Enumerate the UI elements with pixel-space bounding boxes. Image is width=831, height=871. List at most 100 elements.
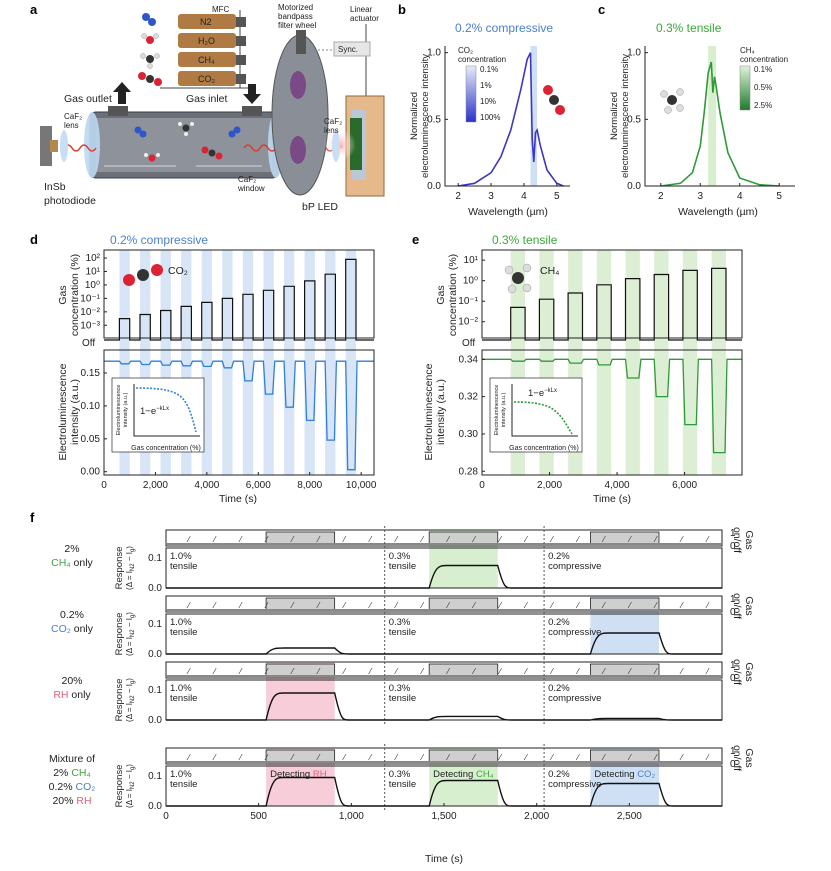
svg-text:window: window	[237, 184, 265, 193]
beam-left	[63, 144, 97, 152]
panel-f-gas-axis-label: Gas	[743, 662, 755, 681]
e-xtick-label: 2,000	[537, 480, 562, 491]
panel-f-gas-frame	[165, 747, 723, 765]
panel-d-ticks: 0 2,000 4,000 6,000 8,000 10,000 10² 10¹ 10⁰ 10⁻¹…	[80, 253, 377, 491]
ch4-molecule-icon	[504, 263, 532, 294]
n2-molecule-icon: ⁄	[524, 667, 529, 676]
panel-f-strain-label: tensile	[389, 693, 416, 704]
d-pulse-band	[325, 250, 336, 475]
d-pulse-band	[140, 250, 151, 475]
n2-molecule-icon: ⁄	[290, 667, 295, 676]
n2-molecule-icon: ⁄	[524, 601, 529, 610]
n2-molecule-icon: ⁄	[420, 753, 425, 762]
panel-d-inset	[111, 377, 205, 453]
n2-molecule-icon: ⁄	[575, 753, 580, 762]
n2-molecule-icon: ⁄	[679, 535, 684, 544]
n2-molecule-icon: ⁄	[705, 753, 710, 762]
panel-d-xlabel: Time (s)	[219, 493, 257, 505]
n2-molecule-icon: ⁄	[394, 667, 399, 676]
b-xtick-label: 2	[455, 191, 461, 202]
gas-ch4: CH₄	[198, 55, 215, 65]
panel-label-b: b	[398, 2, 406, 17]
n2-molecule-icon: ⁄	[653, 535, 658, 544]
n2-molecule-icon: ⁄	[549, 601, 554, 610]
panel-f-ylabel: Response	[114, 547, 125, 590]
n2-molecule-icon: ⁄	[316, 601, 321, 610]
panel-a: a MFC N2 H₂O CH₄ CO₂ Gas outlet	[30, 2, 385, 213]
n2-molecule-icon: ⁄	[472, 667, 477, 676]
d-pulse-band	[222, 250, 233, 475]
panel-f-row-label: CH₄ only	[51, 557, 93, 569]
d-pulse-band	[284, 250, 295, 475]
d-top-ytick-label: 10⁻¹	[80, 293, 100, 304]
panel-b-legend-title-1: CO₂	[458, 46, 473, 55]
n2-molecule-icon: ⁄	[653, 601, 658, 610]
photodiode-chip	[50, 140, 58, 152]
panel-f-xtick-label: 1,500	[431, 811, 456, 822]
n2-molecule-icon: ⁄	[498, 601, 503, 610]
panel-f-ylabel-formula: (Δ = IN2 − Ig)	[125, 612, 136, 656]
panel-f-xtick-label: 0	[163, 811, 169, 822]
valve-2	[236, 36, 246, 46]
caf2-lens-right	[332, 130, 340, 162]
sync-box	[333, 41, 371, 57]
panel-b-legend-entry: 1%	[480, 81, 492, 90]
panel-f-gas-tick: 1	[730, 528, 736, 539]
panel-f-gas-pulse	[428, 597, 499, 611]
n2-molecule-icon: ⁄	[549, 535, 554, 544]
outlet-arrow-icon	[113, 82, 131, 104]
panel-d: d 0.2% compressive 0 2,000 4,000 6,000 8,000…	[30, 232, 377, 505]
e-bottom-ytick-label: 0.28	[459, 466, 479, 477]
n2-molecule-icon: ⁄	[601, 667, 606, 676]
panel-f-response-line	[166, 632, 722, 655]
panel-f-ylabel-formula: (Δ = IN2 − Ig)	[125, 678, 136, 722]
panel-f-row-label: 0.2% CO₂	[49, 781, 96, 793]
n2-molecule-icon: ⁄	[342, 601, 347, 610]
panel-f-ytick-label: 0.0	[148, 715, 162, 726]
molecule-icons	[138, 13, 162, 86]
d-top-ytick-label: 10⁻²	[80, 307, 100, 318]
panel-f-row: ⁄ ⁄ ⁄ ⁄ ⁄ ⁄ ⁄ ⁄ ⁄ ⁄ ⁄ ⁄ ⁄ ⁄ ⁄ ⁄ ⁄ ⁄ ⁄ ⁄ ⁄0.00.1 1.0%tensile0.…	[51, 526, 755, 594]
panel-f-strain-label: compressive	[548, 779, 601, 790]
e-top-ytick-label: 10⁻¹	[458, 296, 478, 307]
panel-f-xlabel: Time (s)	[425, 853, 463, 865]
n2-molecule-icon: ⁄	[420, 535, 425, 544]
panel-d-inset-formula: 1−e−kLx	[140, 406, 169, 417]
gas-outlet-label: Gas outlet	[64, 93, 112, 105]
panel-b-spectrum-line	[458, 52, 564, 187]
bp-led-chip	[350, 118, 362, 170]
panel-label-c: c	[598, 2, 605, 17]
d-bottom-ytick-label: 0.10	[81, 401, 101, 412]
gas-bottle-co2	[178, 71, 236, 86]
valve-1	[236, 17, 246, 27]
panel-c-title: 0.3% tensile	[656, 21, 722, 35]
panel-f-gas-tick: 1	[730, 594, 736, 605]
panel-f-gas-axis-label: Gas	[743, 748, 755, 767]
panel-b-axes	[444, 46, 570, 187]
n2-molecule-icon: ⁄	[653, 753, 658, 762]
panel-f-strain-label: 0.2%	[548, 617, 570, 628]
panel-b-ylabel-1: Normalized	[409, 92, 420, 140]
panel-f-xtick-label: 2,000	[524, 811, 549, 822]
svg-text:lens: lens	[64, 121, 79, 130]
n2-molecule-icon: ⁄	[264, 753, 269, 762]
n2-molecule-icon: ⁄	[679, 667, 684, 676]
n2-molecule-icon: ⁄	[549, 667, 554, 676]
panel-d-concentration-line	[104, 258, 374, 341]
panel-f-gas-pulse	[428, 531, 499, 545]
panel-f: f ⁄ ⁄ ⁄ ⁄ ⁄ ⁄ ⁄ ⁄ ⁄ ⁄ ⁄ ⁄ ⁄ ⁄ ⁄ ⁄ ⁄ ⁄ ⁄ ⁄ ⁄0.00.1 1.0%tensile…	[30, 510, 755, 865]
c-xtick-label: 5	[776, 191, 782, 202]
n2-molecule-icon: ⁄	[524, 753, 529, 762]
panel-d-off-label: Off	[82, 338, 95, 349]
panel-b-title: 0.2% compressive	[455, 21, 553, 35]
n2-molecule-icon: ⁄	[238, 601, 243, 610]
panel-f-row-label: 0.2%	[60, 609, 84, 621]
d-pulse-band	[181, 250, 192, 475]
panel-e: e 0.3% tensile 0 2,000 4,000 6,000 10¹ 10⁰ 10⁻…	[412, 232, 743, 505]
n2-molecule-icon: ⁄	[498, 753, 503, 762]
sync-label: Sync.	[338, 45, 358, 54]
panel-d-title: 0.2% compressive	[110, 233, 208, 247]
cell-window-left	[84, 112, 100, 178]
c-xtick-label: 3	[697, 191, 703, 202]
c-ytick-label: 1.0	[627, 48, 641, 59]
